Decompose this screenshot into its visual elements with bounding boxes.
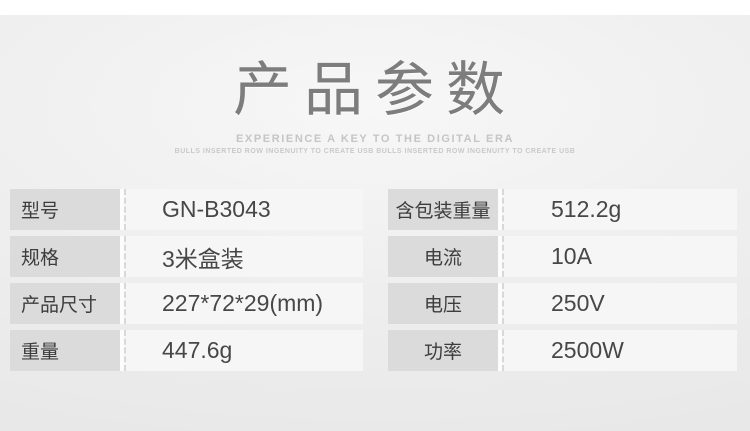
spec-value: 3米盒装	[124, 236, 363, 277]
cell-divider	[120, 236, 124, 277]
spec-value: 10A	[502, 236, 737, 277]
cell-divider	[120, 189, 124, 230]
top-white-band	[0, 0, 750, 15]
spec-row: 重量 447.6g	[10, 330, 363, 371]
spec-table-right: 含包装重量 512.2g 电流 10A 电压 250V 功率 2500W	[388, 189, 737, 377]
spec-row: 型号 GN-B3043	[10, 189, 363, 230]
spec-value: 447.6g	[124, 330, 363, 371]
spec-row: 规格 3米盒装	[10, 236, 363, 277]
spec-label: 规格	[10, 236, 120, 277]
section-subtitle: EXPERIENCE A KEY TO THE DIGITAL ERA	[235, 133, 515, 145]
cell-divider	[498, 189, 502, 230]
cell-divider	[120, 330, 124, 371]
cell-divider	[120, 283, 124, 324]
spec-label: 型号	[10, 189, 120, 230]
spec-label: 电流	[388, 236, 498, 277]
spec-label: 产品尺寸	[10, 283, 120, 324]
section-background: 产品参数 EXPERIENCE A KEY TO THE DIGITAL ERA…	[0, 15, 750, 431]
cell-divider	[498, 330, 502, 371]
spec-label: 重量	[10, 330, 120, 371]
section-title: 产品参数	[232, 57, 517, 123]
spec-row: 功率 2500W	[388, 330, 737, 371]
spec-row: 电流 10A	[388, 236, 737, 277]
spec-value: 2500W	[502, 330, 737, 371]
cell-divider	[498, 236, 502, 277]
spec-row: 产品尺寸 227*72*29(mm)	[10, 283, 363, 324]
spec-value: 227*72*29(mm)	[124, 283, 363, 324]
cell-divider	[498, 283, 502, 324]
spec-row: 含包装重量 512.2g	[388, 189, 737, 230]
section-tagline: BULLS INSERTED ROW INGENUITY TO CREATE U…	[174, 148, 576, 155]
spec-value: 512.2g	[502, 189, 737, 230]
spec-label: 功率	[388, 330, 498, 371]
spec-tables: 型号 GN-B3043 规格 3米盒装 产品尺寸 227*72*29(mm) 重…	[10, 189, 737, 377]
spec-table-left: 型号 GN-B3043 规格 3米盒装 产品尺寸 227*72*29(mm) 重…	[10, 189, 363, 377]
spec-value: 250V	[502, 283, 737, 324]
spec-value: GN-B3043	[124, 189, 363, 230]
spec-label: 含包装重量	[388, 189, 498, 230]
spec-label: 电压	[388, 283, 498, 324]
spec-row: 电压 250V	[388, 283, 737, 324]
